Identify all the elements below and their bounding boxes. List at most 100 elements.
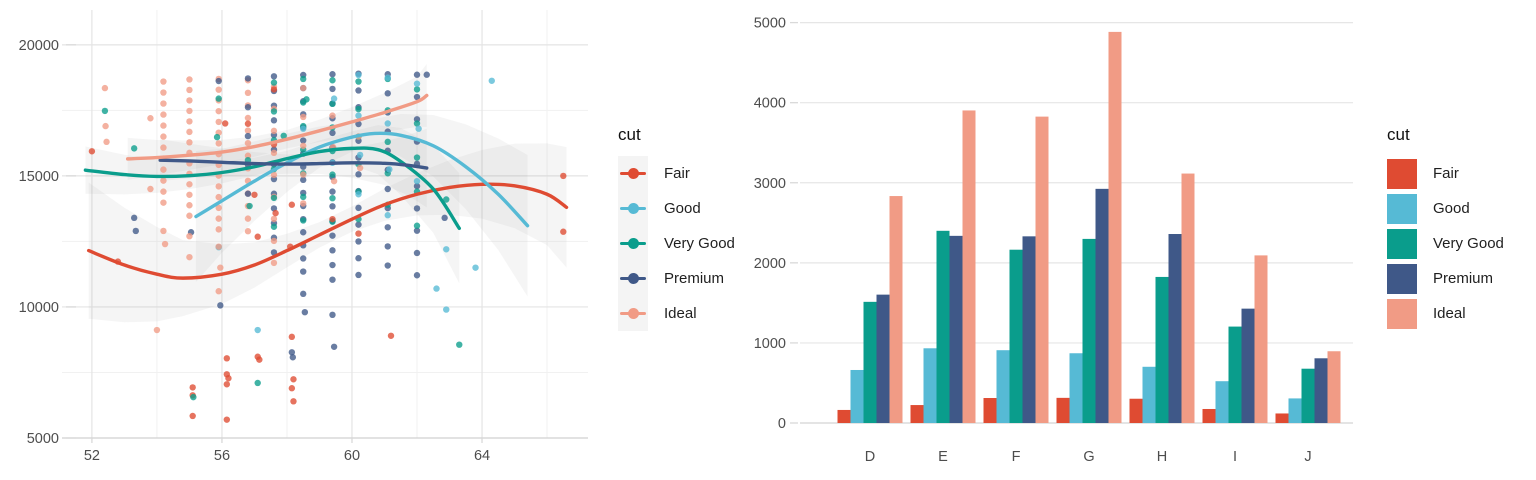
legend-label: Good bbox=[1433, 200, 1470, 217]
legend-point-glyph bbox=[627, 238, 639, 249]
bar-H-premium bbox=[1168, 234, 1182, 423]
scatter-point bbox=[189, 384, 196, 391]
scatter-point bbox=[215, 107, 222, 115]
bar-F-premium bbox=[1022, 236, 1036, 423]
scatter-point bbox=[300, 75, 307, 83]
y-tick-label: 20000 bbox=[19, 38, 59, 54]
bar-J-ideal bbox=[1327, 351, 1341, 423]
scatter-point bbox=[288, 201, 296, 208]
scatter-point bbox=[355, 191, 362, 198]
bar-D-fair bbox=[837, 409, 851, 423]
scatter-point bbox=[415, 125, 422, 132]
scatter-point bbox=[355, 255, 362, 262]
bar-F-ideal bbox=[1035, 116, 1049, 423]
scatter-point bbox=[270, 249, 278, 256]
scatter-point bbox=[355, 78, 362, 85]
x-category-label: G bbox=[1083, 449, 1094, 465]
legend-label: Premium bbox=[1433, 270, 1494, 287]
scatter-point bbox=[254, 379, 261, 387]
scatter-point bbox=[130, 214, 138, 222]
y-tick-label: 0 bbox=[778, 416, 786, 432]
scatter-point bbox=[423, 71, 430, 78]
scatter-point bbox=[190, 393, 197, 401]
scatter-point bbox=[443, 306, 450, 313]
scatter-point bbox=[330, 177, 338, 185]
scatter-point bbox=[413, 80, 421, 87]
scatter-point bbox=[413, 154, 421, 161]
scatter-point bbox=[215, 243, 222, 250]
scatter-point bbox=[161, 240, 169, 248]
scatter-point bbox=[472, 264, 479, 271]
scatter-point bbox=[215, 204, 222, 212]
bar-J-very-good bbox=[1301, 368, 1315, 423]
bar-I-premium bbox=[1241, 308, 1255, 423]
y-tick-label: 15000 bbox=[19, 169, 59, 185]
scatter-point bbox=[160, 89, 167, 96]
scatter-point bbox=[300, 142, 307, 149]
scatter-point bbox=[384, 243, 391, 250]
scatter-point bbox=[101, 84, 109, 92]
scatter-point bbox=[288, 333, 296, 341]
scatter-point bbox=[329, 188, 336, 195]
scatter-legend-items: Fair Good Very Good Premium Ideal bbox=[618, 156, 735, 331]
scatter-point bbox=[387, 332, 395, 339]
scatter-point bbox=[329, 203, 336, 210]
y-tick-label: 3000 bbox=[754, 176, 786, 192]
scatter-point bbox=[223, 355, 231, 362]
bar-G-premium bbox=[1095, 188, 1109, 423]
scatter-point bbox=[290, 376, 297, 383]
scatter-panel bbox=[83, 63, 569, 423]
x-tick-label: 52 bbox=[84, 448, 100, 464]
scatter-point bbox=[288, 349, 296, 356]
legend-key-fair bbox=[1387, 158, 1417, 189]
scatter-point bbox=[384, 212, 391, 219]
scatter-point bbox=[384, 224, 391, 231]
scatter-point bbox=[160, 100, 167, 107]
smooth-line-good bbox=[194, 131, 530, 228]
legend-point-glyph bbox=[627, 168, 639, 179]
bar-legend-title: cut bbox=[1387, 125, 1410, 144]
x-tick-label: 56 bbox=[214, 448, 230, 464]
x-category-label: F bbox=[1012, 449, 1021, 465]
scatter-point bbox=[329, 232, 336, 239]
scatter-point bbox=[160, 177, 167, 184]
scatter-point bbox=[300, 268, 307, 275]
scatter-point bbox=[300, 137, 307, 144]
scatter-point bbox=[186, 202, 193, 209]
scatter-point bbox=[329, 194, 336, 202]
scatter-point bbox=[413, 182, 421, 190]
scatter-point bbox=[186, 253, 193, 261]
legend-point-glyph bbox=[627, 273, 639, 284]
scatter-point bbox=[289, 354, 297, 361]
scatter-point bbox=[215, 95, 222, 102]
scatter-point bbox=[270, 194, 278, 202]
bar-G-ideal bbox=[1108, 31, 1122, 423]
scatter-point bbox=[160, 188, 167, 195]
scatter-point bbox=[215, 288, 222, 295]
legend-label: Very Good bbox=[664, 235, 735, 252]
scatter-point bbox=[153, 326, 161, 334]
scatter-point bbox=[456, 341, 463, 348]
legend-item-ideal: Ideal bbox=[1387, 296, 1504, 331]
scatter-point bbox=[256, 356, 263, 363]
scatter-point bbox=[244, 215, 252, 222]
scatter-point bbox=[254, 233, 261, 240]
scatter-point bbox=[186, 181, 193, 188]
scatter-point bbox=[356, 164, 364, 172]
scatter-point bbox=[300, 255, 307, 262]
legend-item-fair: Fair bbox=[1387, 156, 1504, 191]
ribbon-ideal bbox=[127, 63, 427, 180]
smooth-line-fair bbox=[86, 182, 569, 280]
scatter-point bbox=[355, 87, 362, 94]
bar-D-good bbox=[850, 369, 864, 423]
scatter-point bbox=[102, 122, 109, 130]
legend-label: Very Good bbox=[1433, 235, 1504, 252]
legend-point-glyph bbox=[627, 203, 639, 214]
scatter-point bbox=[215, 77, 222, 85]
bar-G-fair bbox=[1056, 397, 1070, 423]
scatter-point bbox=[160, 199, 167, 206]
scatter-point bbox=[356, 151, 364, 159]
scatter-point bbox=[560, 172, 567, 180]
legend-label: Ideal bbox=[664, 305, 697, 322]
scatter-point bbox=[488, 77, 495, 84]
